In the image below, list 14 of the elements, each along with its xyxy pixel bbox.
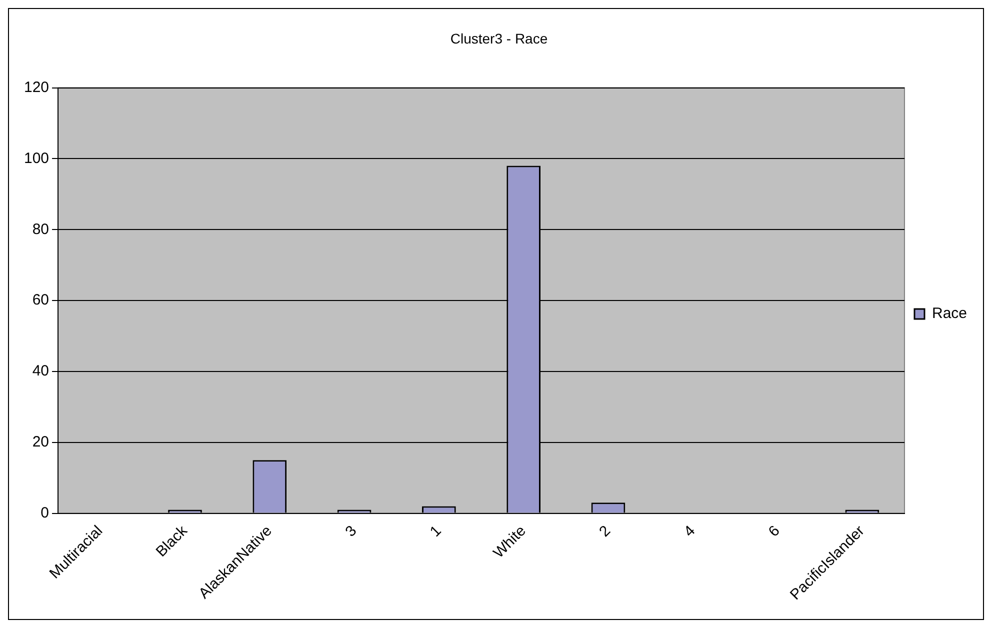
y-tick-label: 100 xyxy=(24,150,50,167)
x-tick-label: 6 xyxy=(765,522,784,540)
y-tick-label: 0 xyxy=(40,504,50,522)
legend-label: Race xyxy=(932,305,968,322)
y-tick-label: 120 xyxy=(24,78,50,96)
y-tick-label: 80 xyxy=(32,220,50,238)
y-tick-label: 40 xyxy=(32,362,50,380)
x-tick-label: 2 xyxy=(596,522,614,540)
y-tick-label: 20 xyxy=(32,434,50,451)
y-tick-label: 60 xyxy=(32,292,50,309)
x-tick-label: 4 xyxy=(680,522,699,540)
x-tick-label: 1 xyxy=(426,522,445,540)
chart-title: Cluster3 - Race xyxy=(450,30,548,46)
x-tick-label: 3 xyxy=(342,522,360,540)
